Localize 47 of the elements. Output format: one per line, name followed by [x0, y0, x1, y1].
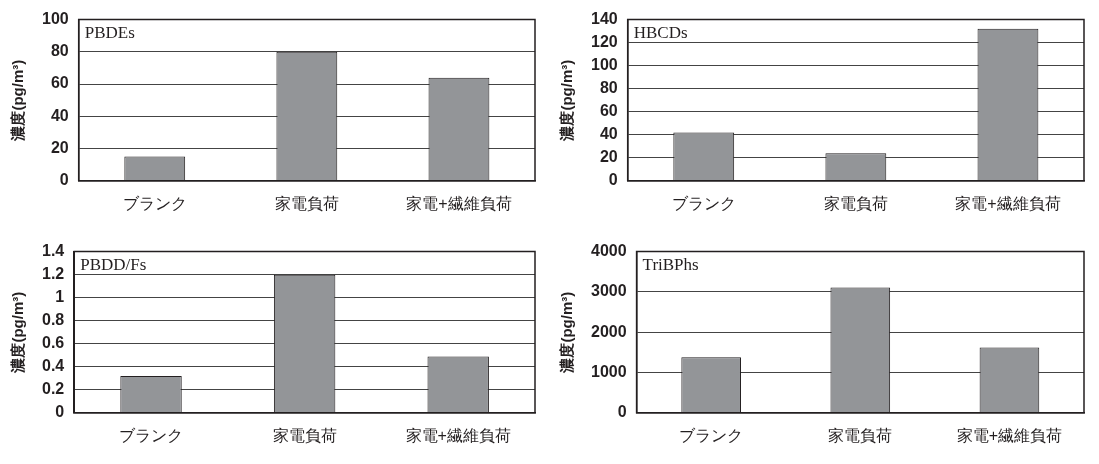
x-tick-label: 家電+繊維負荷 [406, 194, 512, 212]
x-tick-label: 家電負荷 [272, 426, 337, 444]
x-tick-label: 家電+繊維負荷 [405, 426, 511, 444]
chart-title: HBCDs [633, 22, 688, 42]
x-tick-label: 家電+繊維負荷 [956, 426, 1063, 444]
y-tick-label: 100 [41, 10, 69, 28]
chart-title: PBDD/Fs [80, 254, 147, 274]
y-tick-label: 1000 [591, 362, 627, 380]
x-tick-label: ブランク [122, 194, 187, 212]
y-axis-title: 濃度(pg/m³) [558, 291, 576, 374]
y-tick-label: 140 [590, 10, 618, 28]
y-tick-label: 80 [50, 42, 69, 60]
y-tick-label: 2000 [591, 322, 627, 340]
chart-title: TriBPhs [642, 254, 699, 274]
y-axis-title: 濃度(pg/m³) [9, 291, 27, 374]
y-tick-label: 0.8 [41, 311, 65, 329]
chart-title: PBDEs [84, 22, 135, 42]
y-tick-label: 20 [50, 138, 69, 156]
y-axis-title: 濃度(pg/m³) [558, 59, 576, 142]
y-tick-label: 0 [617, 403, 627, 421]
y-tick-label: 0.4 [41, 357, 65, 375]
y-tick-label: 80 [599, 79, 618, 97]
y-tick-label: 60 [50, 74, 69, 92]
y-tick-label: 100 [590, 56, 618, 74]
y-tick-label: 120 [590, 33, 618, 51]
y-tick-label: 0 [55, 403, 65, 421]
y-tick-label: 60 [599, 102, 618, 120]
y-tick-label: 40 [599, 125, 618, 143]
x-tick-label: 家電負荷 [823, 194, 888, 212]
y-tick-label: 1.4 [41, 242, 65, 260]
y-tick-label: 1.2 [41, 265, 65, 283]
y-tick-label: 1 [55, 288, 65, 306]
y-tick-label: 20 [599, 148, 618, 166]
x-tick-label: ブランク [671, 194, 736, 212]
x-tick-label: 家電負荷 [274, 194, 339, 212]
y-tick-label: 4000 [591, 242, 627, 260]
y-tick-label: 40 [50, 106, 69, 124]
y-tick-label: 0.6 [41, 334, 65, 352]
y-tick-label: 0 [59, 171, 69, 189]
x-tick-label: ブランク [679, 426, 744, 444]
x-tick-label: 家電負荷 [828, 426, 893, 444]
y-tick-label: 3000 [591, 282, 627, 300]
y-axis-title: 濃度(pg/m³) [9, 59, 27, 142]
x-tick-label: 家電+繊維負荷 [955, 194, 1061, 212]
x-tick-label: ブランク [119, 426, 184, 444]
y-tick-label: 0 [608, 171, 618, 189]
y-tick-label: 0.2 [41, 380, 65, 398]
